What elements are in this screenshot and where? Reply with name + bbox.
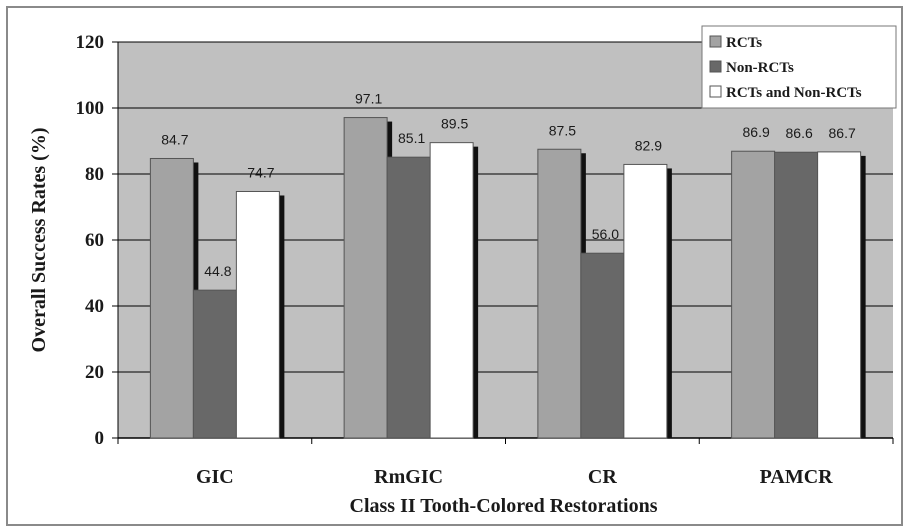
legend-label: RCTs: [726, 35, 762, 51]
bar: [731, 150, 776, 439]
y-tick-label: 120: [76, 32, 105, 53]
data-label: 87.5: [549, 122, 576, 138]
y-axis-title: Overall Success Rates (%): [28, 128, 50, 353]
data-label: 82.9: [635, 137, 662, 153]
x-category-label: PAMCR: [760, 466, 833, 488]
legend-label: RCTs and Non-RCTs: [726, 85, 862, 101]
bar: [149, 157, 194, 439]
bar: [774, 151, 819, 439]
data-label: 56.0: [592, 226, 619, 242]
bar: [429, 142, 474, 439]
y-tick-labels: 0 20 40 60 80 100 120: [76, 32, 105, 449]
x-category-labels: GIC RmGIC CR PAMCR: [196, 466, 833, 488]
data-label: 97.1: [355, 91, 382, 107]
bar: [235, 190, 280, 439]
data-label: 84.7: [161, 131, 188, 147]
bar: [343, 117, 388, 439]
legend-swatch: [709, 35, 722, 48]
data-labels: 84.7 44.8 74.7 97.1 85.1 89.5 87.5 56.0 82.9 86.9…: [161, 91, 856, 280]
data-label: 86.6: [786, 125, 813, 141]
x-category-label: CR: [588, 466, 617, 488]
bar: [192, 289, 237, 439]
bar: [623, 163, 668, 439]
bar-shadow: [279, 195, 285, 438]
x-axis-title: Class II Tooth-Colored Restorations: [350, 495, 658, 517]
bar-shadow: [473, 146, 479, 438]
y-tick-label: 40: [85, 296, 104, 317]
data-label: 86.7: [829, 125, 856, 141]
x-category-label: RmGIC: [374, 466, 443, 488]
bar: [537, 148, 582, 439]
data-label: 74.7: [247, 164, 274, 180]
y-tick-label: 80: [85, 164, 104, 185]
bar-shadow: [666, 168, 672, 438]
legend: RCTs Non-RCTs RCTs and Non-RCTs: [701, 25, 897, 109]
legend-box: [701, 25, 897, 109]
bar: [386, 156, 431, 439]
bar-shadow: [860, 155, 866, 438]
bar: [580, 252, 625, 439]
legend-swatch: [709, 85, 722, 98]
data-label: 89.5: [441, 116, 468, 132]
data-label: 85.1: [398, 130, 425, 146]
y-tick-label: 60: [85, 230, 104, 251]
bars: [149, 117, 866, 439]
legend-label: Non-RCTs: [726, 60, 794, 76]
data-label: 44.8: [204, 263, 231, 279]
legend-swatch: [709, 60, 722, 73]
y-tick-label: 100: [76, 98, 105, 119]
bar: [817, 151, 862, 439]
y-tick-label: 20: [85, 362, 104, 383]
y-tick-label: 0: [95, 428, 105, 449]
data-label: 86.9: [743, 124, 770, 140]
x-category-label: GIC: [196, 466, 234, 488]
